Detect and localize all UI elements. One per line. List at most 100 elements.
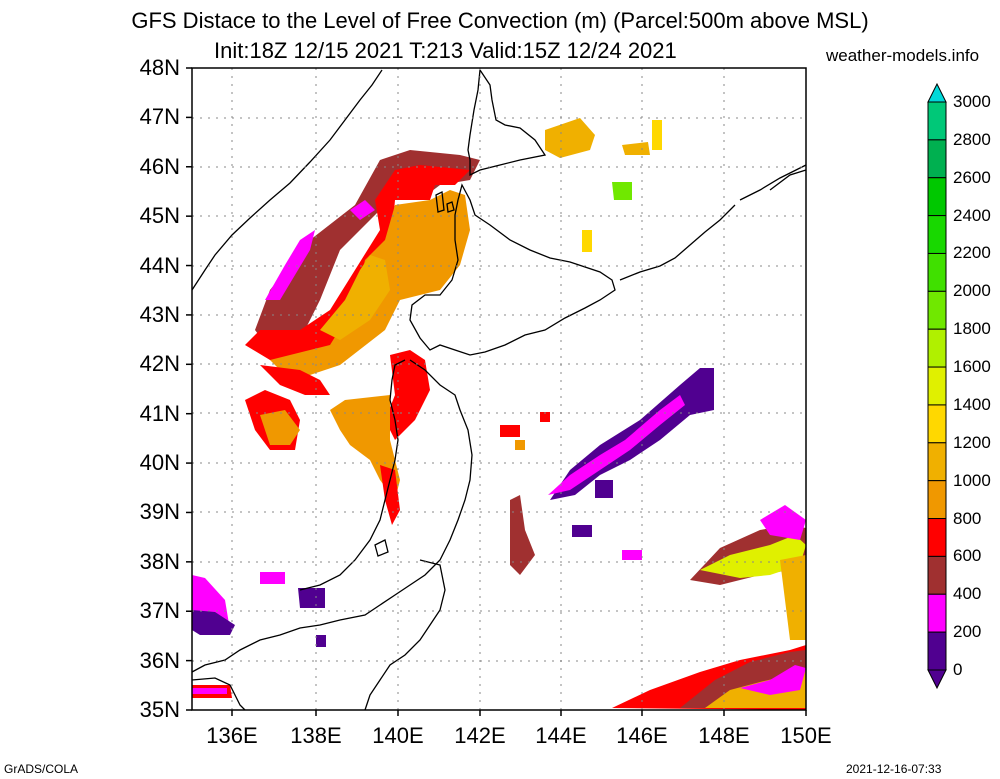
- lon-label: 138E: [290, 723, 342, 748]
- coast-hokkaido: [409, 183, 616, 356]
- region-okhotsk-yellow: [652, 120, 662, 150]
- coast-sakhalin: [467, 68, 547, 177]
- region-sw-dark-3: [316, 635, 326, 647]
- colorbar-label: 800: [953, 508, 982, 528]
- region-light-orange: [320, 255, 390, 340]
- coast-kuril-1: [619, 204, 736, 281]
- colorbar: [927, 82, 947, 690]
- lat-label: 47N: [139, 104, 180, 130]
- map-subtitle: Init:18Z 12/15 2021 T:213 Valid:15Z 12/2…: [214, 38, 677, 63]
- region-pacific-dark-3: [572, 525, 592, 537]
- colorbar-label: 2800: [953, 129, 991, 149]
- lon-label: 142E: [454, 723, 506, 748]
- colorbar-bottom-arrow: [927, 669, 947, 690]
- lon-label: 146E: [616, 723, 668, 748]
- colorbar-swatch: [927, 328, 947, 368]
- lat-label: 48N: [139, 55, 180, 80]
- lon-label: 150E: [780, 723, 832, 748]
- colorbar-label: 1000: [953, 470, 991, 490]
- lat-label: 45N: [139, 203, 180, 229]
- region-red: [245, 165, 470, 365]
- coast-kuril-2: [739, 164, 807, 201]
- colorbar-label: 1200: [953, 432, 991, 452]
- lfc-shading: [192, 118, 806, 710]
- colorbar-label: 200: [953, 622, 982, 642]
- region-pacific-magenta-2: [622, 550, 642, 560]
- region-se-magenta: [760, 505, 806, 540]
- lat-label: 46N: [139, 153, 180, 179]
- region-pacific-magenta: [548, 395, 685, 495]
- region-offshore-red-2: [540, 412, 550, 422]
- coast-okushiri: [435, 191, 445, 213]
- site-credit: weather-models.info: [826, 46, 980, 65]
- region-sw-magenta-strip: [192, 688, 227, 694]
- colorbar-swatch: [927, 139, 947, 179]
- colorbar-top-arrow: [927, 82, 947, 103]
- colorbar-swatch: [927, 593, 947, 633]
- colorbar-label: 2000: [953, 281, 991, 301]
- colorbar-label: 600: [953, 546, 982, 566]
- coast-kii: [191, 677, 246, 711]
- lat-label: 42N: [139, 351, 180, 377]
- region-sea-red: [260, 365, 330, 395]
- region-tsugaru-red: [385, 350, 430, 440]
- region-okhotsk-yellow-2: [582, 230, 592, 252]
- colorbar-swatch: [927, 252, 947, 292]
- region-offshore-orange: [515, 440, 525, 450]
- colorbar-swatch: [927, 404, 947, 444]
- map-title: GFS Distace to the Level of Free Convect…: [131, 8, 869, 33]
- colorbar-label: 2400: [953, 205, 991, 225]
- lat-label: 35N: [139, 697, 180, 722]
- region-magenta-n: [350, 200, 375, 220]
- colorbar-label: 1400: [953, 394, 991, 414]
- lat-label: 36N: [139, 647, 180, 673]
- coast-rishiri: [446, 201, 455, 213]
- region-se-yellow: [700, 535, 806, 578]
- region-okhotsk-green: [612, 182, 632, 200]
- colorbar-label: 1600: [953, 357, 991, 377]
- region-magenta-nw: [265, 230, 315, 300]
- colorbar-swatch: [927, 518, 947, 557]
- colorbar-label: 2200: [953, 243, 991, 263]
- lat-label: 40N: [139, 450, 180, 476]
- lat-label: 41N: [139, 400, 180, 426]
- region-se-orange: [780, 555, 806, 640]
- coast-honshu: [191, 359, 473, 673]
- lat-label: 37N: [139, 598, 180, 624]
- footer-credit: GrADS/COLA: [4, 762, 79, 776]
- region-tohoku-red: [380, 465, 400, 525]
- lon-label: 136E: [206, 723, 258, 748]
- region-okhotsk-orange-2: [622, 142, 650, 155]
- colorbar-swatch: [927, 215, 947, 254]
- grid-lines: [192, 68, 806, 710]
- region-offshore-red: [500, 425, 520, 437]
- colorbar-label: 1800: [953, 319, 991, 339]
- coast-kanto: [364, 559, 446, 711]
- coast-sado: [374, 539, 389, 557]
- colorbar-swatch: [927, 442, 947, 482]
- coast-kamchatka: [769, 169, 807, 191]
- lat-label: 44N: [139, 252, 180, 278]
- lat-label: 39N: [139, 499, 180, 525]
- region-pacific-dark-2: [595, 480, 613, 498]
- region-sw-dark: [192, 610, 235, 635]
- region-west-orange: [260, 410, 300, 445]
- region-south-magenta: [740, 665, 806, 695]
- colorbar-swatch: [927, 555, 947, 595]
- colorbar-label: 400: [953, 584, 982, 604]
- colorbar-swatch: [927, 177, 947, 217]
- colorbar-label: 2600: [953, 167, 991, 187]
- lat-label: 43N: [139, 301, 180, 327]
- coast-honshu-west: [299, 359, 406, 591]
- lat-label: 38N: [139, 548, 180, 574]
- region-okhotsk-orange: [545, 118, 595, 158]
- colorbar-label: 0: [953, 660, 963, 679]
- region-sw-dark-2: [298, 588, 325, 608]
- axis-ticks: [186, 67, 807, 716]
- colorbar-swatch: [927, 366, 947, 406]
- footer-timestamp: 2021-12-16-07:33: [846, 762, 942, 776]
- colorbar-swatch: [927, 480, 947, 520]
- map-frame: [191, 67, 807, 711]
- colorbar-swatch: [927, 101, 947, 141]
